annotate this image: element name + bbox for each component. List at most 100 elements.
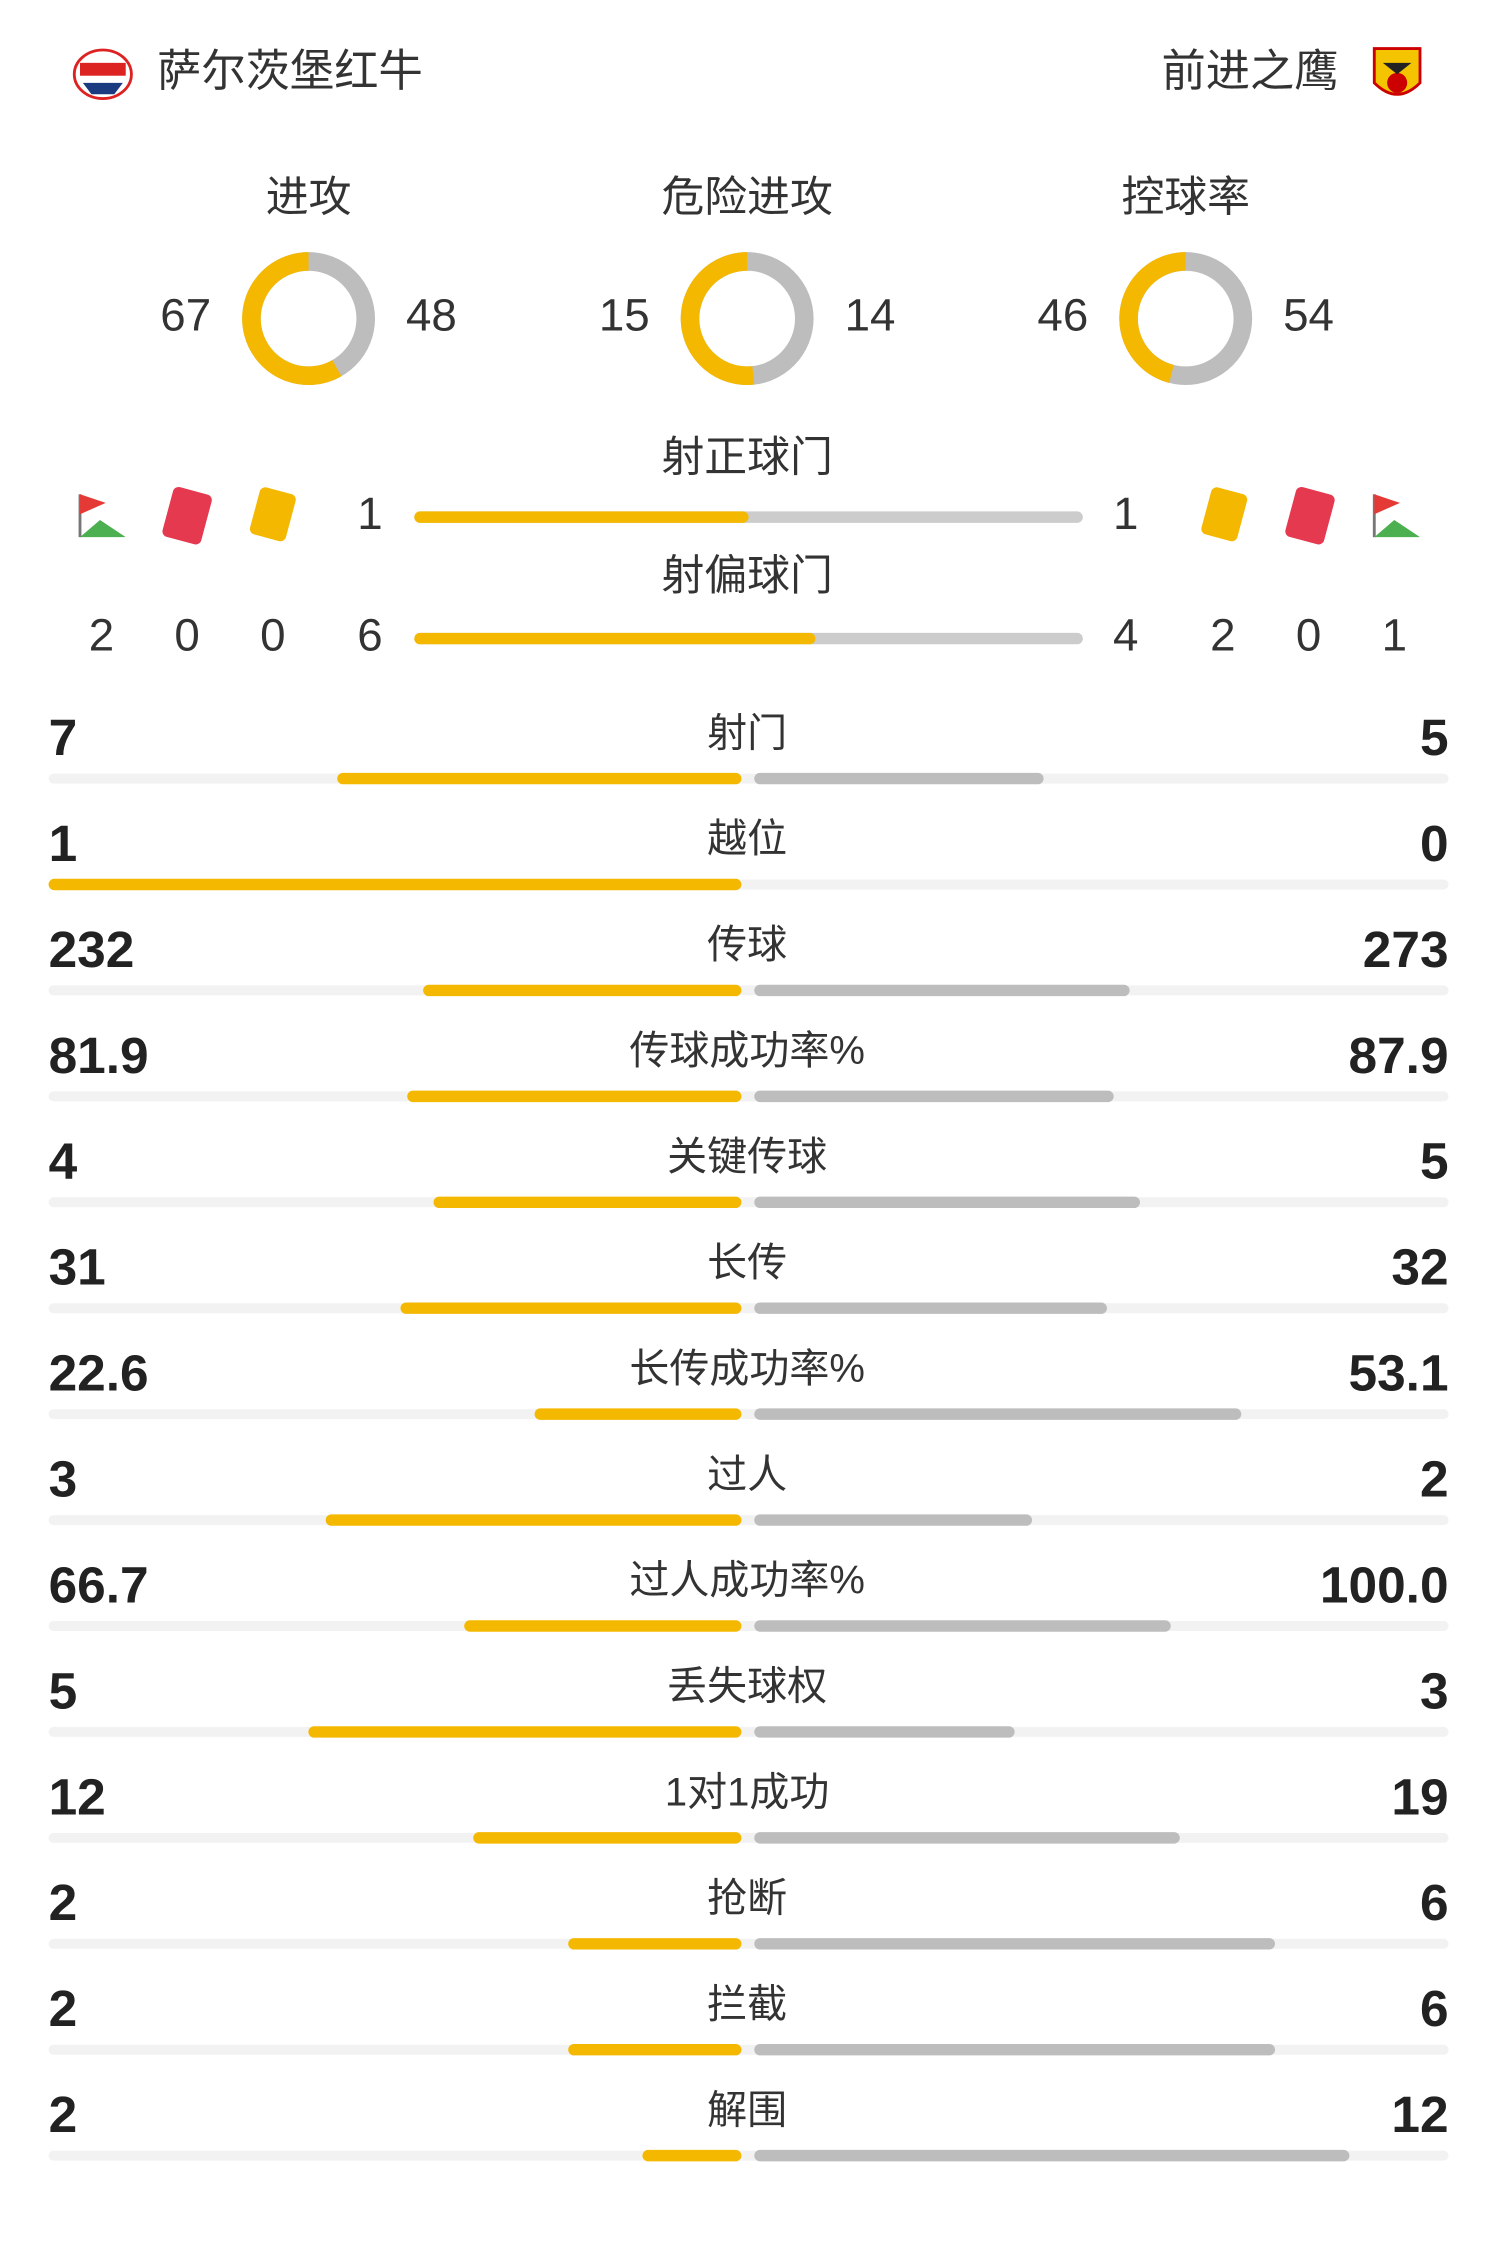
track xyxy=(48,1726,1449,1737)
count: 2 xyxy=(89,610,114,661)
away-value: 48 xyxy=(406,290,457,341)
stat-label: 过人 xyxy=(707,1453,787,1497)
stat-away: 0 xyxy=(1420,814,1449,872)
away-value: 1 xyxy=(1113,488,1138,539)
away-value: 4 xyxy=(1113,610,1138,661)
stat-label: 关键传球 xyxy=(667,1135,827,1179)
donut-home xyxy=(1119,252,1187,383)
stat-label: 射门 xyxy=(707,711,787,755)
home-value: 1 xyxy=(357,488,382,539)
stat-away: 3 xyxy=(1420,1661,1449,1719)
stat-home: 66.7 xyxy=(49,1555,149,1613)
home-team-name: 萨尔茨堡红牛 xyxy=(157,47,423,96)
stat-label: 长传 xyxy=(707,1241,787,1285)
stat-away: 6 xyxy=(1420,1979,1449,2037)
home-bar xyxy=(48,878,742,891)
home-value: 46 xyxy=(1037,290,1088,341)
home-value: 6 xyxy=(357,610,382,661)
home-bar xyxy=(568,1938,742,1950)
stat-home: 5 xyxy=(49,1661,78,1719)
stat-home: 22.6 xyxy=(49,1344,149,1402)
away-bar xyxy=(754,2149,1350,2162)
stat-home: 31 xyxy=(49,1238,106,1296)
stat-label: 传球 xyxy=(707,923,787,967)
stat-label: 传球成功率% xyxy=(629,1029,864,1073)
stat-home: 232 xyxy=(49,920,135,978)
away-value: 54 xyxy=(1283,290,1334,341)
track xyxy=(48,1515,1449,1526)
stat-label: 解围 xyxy=(707,2088,787,2132)
stat-label: 丢失球权 xyxy=(667,1665,827,1709)
home-value: 67 xyxy=(160,290,211,341)
home-bar xyxy=(308,1726,742,1738)
away-bar xyxy=(754,772,1044,785)
away-bar xyxy=(754,1090,1114,1103)
track xyxy=(48,773,1449,784)
count: 0 xyxy=(260,610,285,661)
summary-label: 控球率 xyxy=(1121,173,1250,221)
summary-label: 进攻 xyxy=(266,173,352,221)
away-bar xyxy=(754,1302,1107,1314)
track xyxy=(48,1832,1449,1843)
away-corner-icon xyxy=(1372,494,1420,538)
stat-home: 2 xyxy=(49,2085,78,2143)
stat-label: 过人成功率% xyxy=(629,1559,864,1603)
home-bar xyxy=(400,1302,742,1314)
summary-label: 危险进攻 xyxy=(661,173,832,221)
stat-label: 抢断 xyxy=(707,1876,787,1920)
home-bar xyxy=(414,632,816,645)
home-bar xyxy=(568,2044,742,2056)
away-red-card-icon xyxy=(1285,486,1335,545)
home-bar xyxy=(414,511,749,523)
stat-label: 越位 xyxy=(707,817,787,861)
track xyxy=(48,1197,1449,1208)
stat-label: 长传成功率% xyxy=(629,1347,864,1391)
stat-away: 19 xyxy=(1391,1767,1448,1825)
stat-away: 6 xyxy=(1420,1873,1449,1931)
stat-away: 273 xyxy=(1363,920,1449,978)
away-bar xyxy=(754,1938,1275,1950)
count: 0 xyxy=(1296,610,1321,661)
home-bar xyxy=(473,1832,742,1844)
track xyxy=(48,1620,1449,1631)
stat-home: 7 xyxy=(49,708,78,766)
home-bar xyxy=(325,1514,742,1526)
away-bar xyxy=(754,1408,1242,1420)
away-value: 14 xyxy=(845,290,896,341)
stat-away: 32 xyxy=(1391,1238,1448,1296)
home-bar xyxy=(407,1090,742,1103)
donut-home xyxy=(242,252,342,385)
home-bar xyxy=(642,2149,742,2162)
stat-home: 1 xyxy=(49,814,78,872)
track xyxy=(48,985,1449,996)
count: 2 xyxy=(1210,610,1235,661)
stat-away: 5 xyxy=(1420,708,1449,766)
home-bar xyxy=(337,772,742,785)
stat-home: 4 xyxy=(49,1132,78,1190)
away-logo xyxy=(1372,47,1422,96)
away-bar xyxy=(754,1726,1015,1738)
home-red-card-icon xyxy=(162,486,212,545)
stat-home: 81.9 xyxy=(49,1026,149,1084)
stat-away: 87.9 xyxy=(1349,1026,1449,1084)
away-bar xyxy=(754,1832,1180,1844)
stat-away: 5 xyxy=(1420,1132,1449,1190)
stat-home: 3 xyxy=(49,1450,78,1508)
away-bar xyxy=(754,1620,1171,1632)
track xyxy=(48,1091,1449,1102)
count: 1 xyxy=(1382,610,1407,661)
stat-away: 100.0 xyxy=(1320,1555,1449,1613)
stat-label: 1对1成功 xyxy=(665,1771,829,1815)
stat-home: 2 xyxy=(49,1873,78,1931)
away-bar xyxy=(754,2044,1275,2056)
track xyxy=(48,1303,1449,1314)
count: 0 xyxy=(174,610,199,661)
home-bar xyxy=(423,984,742,997)
stat-away: 2 xyxy=(1420,1450,1449,1508)
away-bar xyxy=(754,984,1130,997)
stat-home: 12 xyxy=(49,1767,106,1825)
stat-away: 53.1 xyxy=(1349,1344,1449,1402)
stat-home: 2 xyxy=(49,1979,78,2037)
